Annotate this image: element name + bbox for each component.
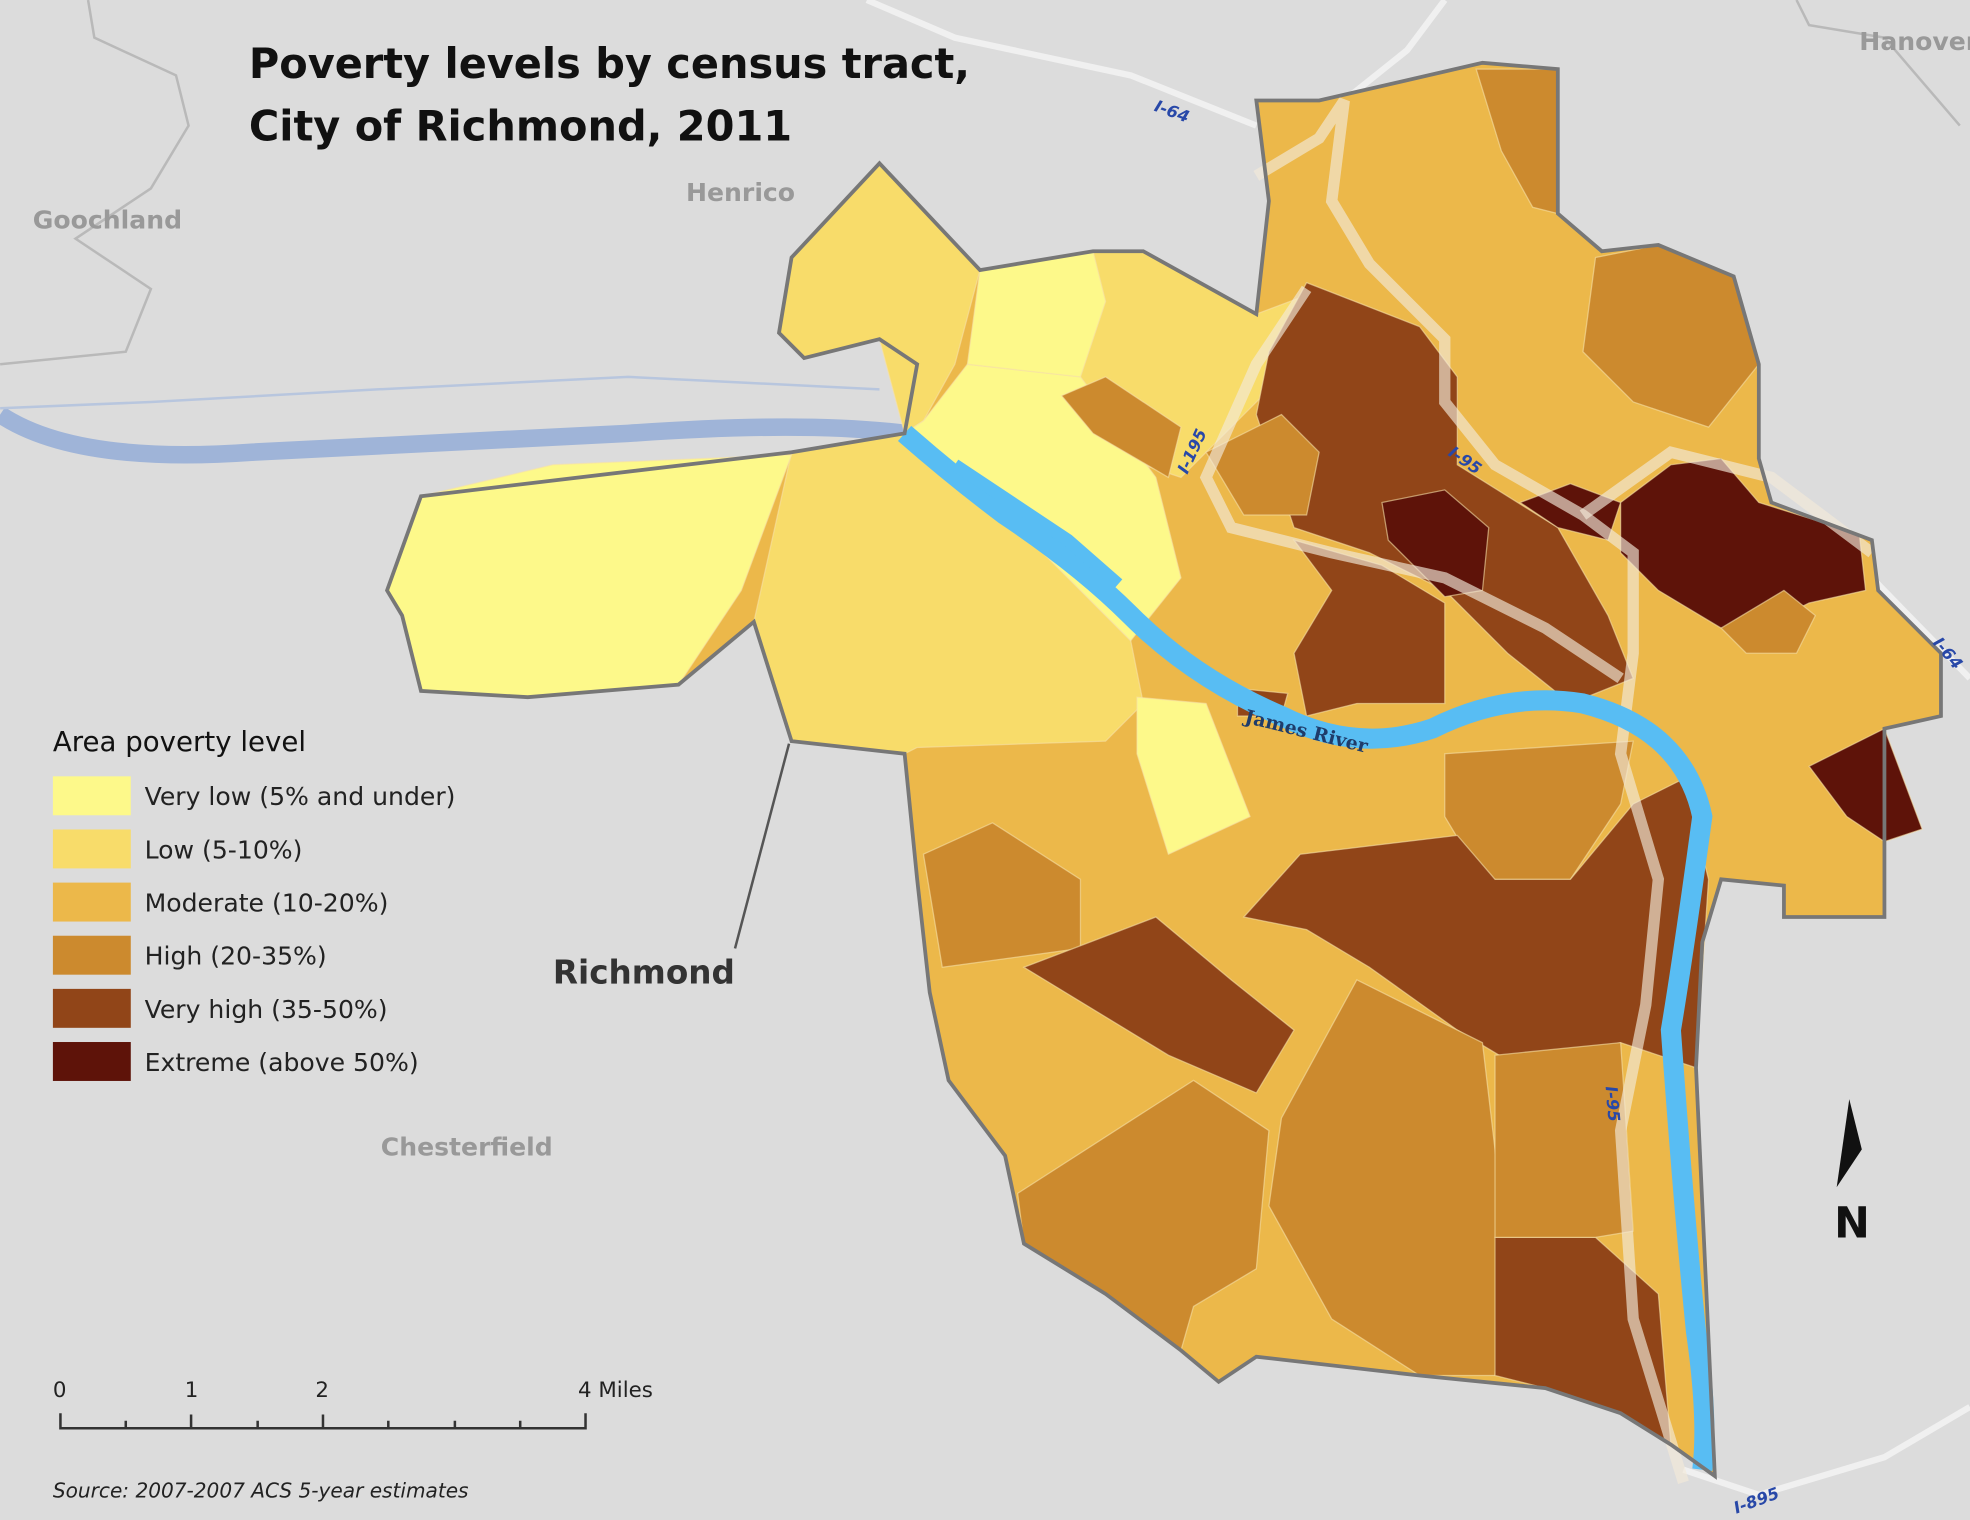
legend-label: Very low (5% and under): [145, 782, 456, 811]
road: [1682, 1404, 1970, 1499]
james-river: [897, 425, 1715, 1471]
census-tract: [1494, 1041, 1634, 1238]
scale-label: 1: [185, 1378, 199, 1403]
legend-swatch: [52, 882, 131, 922]
river-upstream: [0, 407, 906, 464]
city-boundary: [384, 60, 1943, 1480]
census-tract: [1205, 413, 1320, 516]
legend-label: Low (5-10%): [145, 835, 303, 864]
road: [1869, 575, 1970, 681]
legend: Area poverty level Very low (5% and unde…: [52, 725, 456, 1081]
legend-swatch: [52, 776, 131, 816]
census-tract: [1136, 696, 1251, 856]
interstate-64: [1579, 446, 1876, 558]
county-boundary: [1795, 0, 1961, 127]
city-label: Richmond: [553, 954, 735, 992]
leader-line: [733, 743, 791, 949]
legend-label: Moderate (10-20%): [145, 888, 389, 917]
scale-label: 0: [53, 1378, 67, 1403]
census-tract: [1060, 376, 1182, 479]
scale-line: [59, 1413, 587, 1430]
legend-swatch: [52, 1042, 131, 1081]
road: [1342, 0, 1448, 103]
legend-swatch: [52, 988, 131, 1028]
place-label: Chesterfield: [381, 1133, 553, 1162]
place-label: Hanover: [1859, 27, 1970, 56]
road: [865, 0, 1258, 129]
census-tract: [1022, 916, 1295, 1094]
census-tract: [1808, 727, 1923, 843]
legend-swatch: [52, 829, 131, 869]
source-note: Source: 2007-2007 ACS 5-year estimates: [53, 1478, 469, 1502]
title-line: Poverty levels by census tract,: [249, 40, 970, 88]
census-tract: [922, 822, 1082, 968]
river-channel: [951, 459, 1123, 589]
scale-label: 2: [315, 1378, 329, 1403]
north-arrow: N: [1834, 1099, 1870, 1248]
scale-bar: 0 1 2 4 Miles: [53, 1378, 653, 1430]
legend-swatch: [52, 935, 131, 975]
north-label: N: [1834, 1198, 1870, 1248]
legend-label: High (20-35%): [145, 942, 327, 971]
place-label: Goochland: [33, 206, 182, 235]
road-label: I-95: [1602, 1085, 1624, 1122]
north-arrow-shape: [1836, 1099, 1862, 1188]
legend-label: Very high (35-50%): [145, 995, 388, 1024]
legend-label: Extreme (above 50%): [145, 1048, 419, 1077]
census-tract: [1720, 589, 1817, 654]
interstate-195: [1199, 285, 1624, 684]
census-tract: [1292, 539, 1446, 717]
place-label: Henrico: [686, 178, 795, 207]
county-boundary: [0, 0, 190, 366]
title-line: City of Richmond, 2011: [249, 103, 792, 151]
stream: [0, 375, 880, 410]
scale-label: 4 Miles: [578, 1378, 653, 1403]
legend-title: Area poverty level: [53, 725, 306, 758]
